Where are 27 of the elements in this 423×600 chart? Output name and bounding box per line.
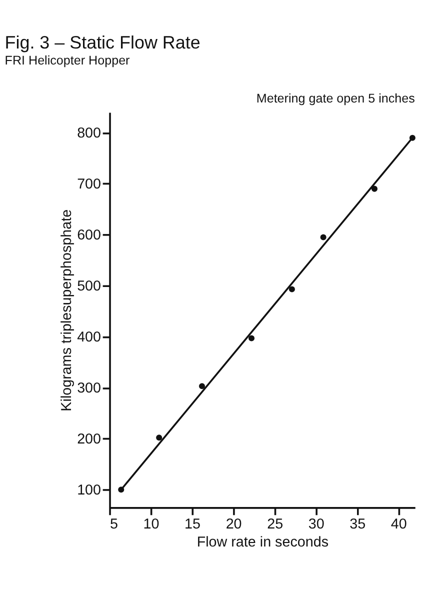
y-tick-label: 100	[77, 482, 102, 499]
x-tick-label: 25	[267, 516, 284, 533]
y-tick-label: 600	[77, 228, 102, 244]
x-axis-title: Flow rate in seconds	[196, 534, 329, 551]
point	[288, 286, 295, 292]
point	[371, 186, 378, 192]
x-tick-label: 10	[143, 516, 160, 533]
y-tick-label: 300	[77, 380, 102, 397]
y-tick-label: 700	[77, 176, 102, 193]
x-tick-label: 15	[184, 516, 201, 533]
y-tick-label: 500	[77, 278, 102, 295]
text: Metering gate open 5 inches	[256, 91, 415, 106]
y-axis-title: Kilograms triplesuperphosphate	[58, 209, 75, 412]
x-tick-label: 5	[110, 516, 118, 533]
x-tick-label: 40	[390, 516, 407, 533]
point	[248, 335, 255, 342]
point	[156, 434, 162, 441]
x-tick-label: 30	[308, 516, 324, 533]
point	[198, 383, 206, 390]
x-tick-label: 35	[350, 516, 366, 533]
chart-title: Fig. 3 – Static Flow Rate	[4, 32, 200, 53]
chart-subtitle: FRI Helicopter Hopper	[4, 54, 130, 68]
y-tick-label: 800	[77, 126, 102, 142]
y-tick-label: 200	[77, 432, 102, 448]
y-tick-label: 400	[77, 330, 102, 346]
point	[320, 234, 326, 240]
x-tick-label: 20	[226, 516, 242, 533]
